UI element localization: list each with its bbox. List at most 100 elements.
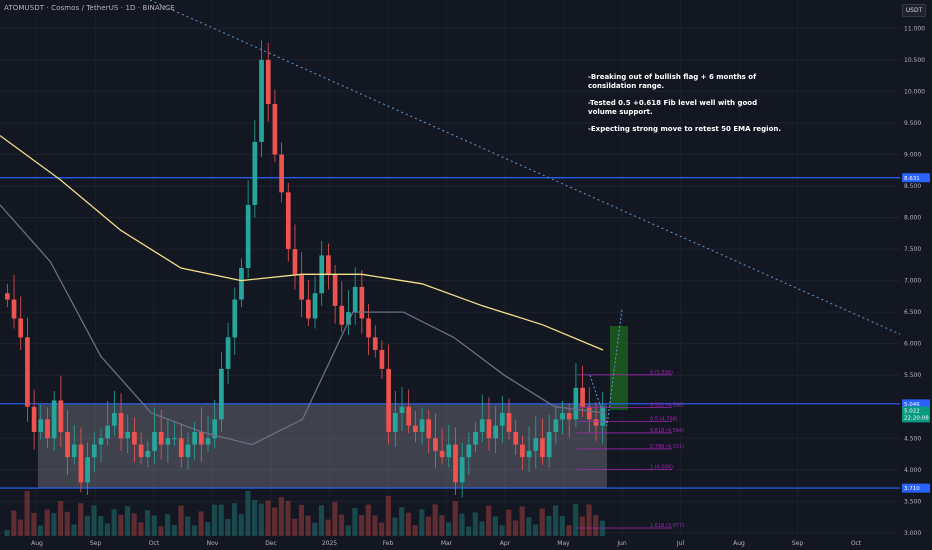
range-bottom-price-label-bg <box>902 483 930 493</box>
candle-body <box>78 444 84 483</box>
y-tick-label: 10.500 <box>904 57 925 64</box>
candle-body <box>413 425 418 432</box>
volume-bar <box>218 504 224 536</box>
candle-body <box>433 438 438 451</box>
volume-bar <box>118 514 124 536</box>
candle-body <box>339 305 345 325</box>
candle-body <box>118 413 124 439</box>
volume-bar <box>546 515 552 536</box>
volume-bar <box>191 525 197 536</box>
volume-bar <box>412 525 418 536</box>
x-tick-label: Mar <box>441 540 453 547</box>
volume-bar <box>385 496 391 536</box>
candle-body <box>520 444 525 458</box>
candle-body <box>245 204 251 268</box>
x-tick-label: Aug <box>733 540 745 547</box>
candle-body <box>406 406 412 426</box>
volume-bar <box>11 510 17 536</box>
volume-bar <box>31 512 37 536</box>
volume-bar <box>231 503 238 536</box>
candle-body <box>152 431 157 451</box>
y-tick-label: 10.000 <box>904 88 925 95</box>
candle-body <box>399 406 405 414</box>
candle-body <box>31 406 37 432</box>
candle-body <box>593 419 599 426</box>
volume-bar <box>519 506 525 536</box>
fib-level-label: 1 (4.006) <box>650 464 673 470</box>
candle-body <box>326 255 331 275</box>
x-tick-label: Sep <box>90 540 102 547</box>
candle-body <box>553 419 559 432</box>
y-tick-label: 9.000 <box>904 151 921 158</box>
volume-bar <box>419 509 425 536</box>
candle-body <box>11 299 17 319</box>
candle-body <box>105 425 111 439</box>
candle-body <box>98 438 104 445</box>
candle-body <box>232 299 238 338</box>
candle-body <box>479 419 485 432</box>
candle-body <box>112 413 117 426</box>
volume-bar <box>272 507 278 536</box>
volume-bar <box>345 525 351 536</box>
currency-badge[interactable]: USDT <box>902 4 926 17</box>
y-tick-label: 8.000 <box>904 215 921 222</box>
volume-bar <box>104 523 111 536</box>
projected-path <box>589 308 623 426</box>
volume-bar <box>459 513 465 536</box>
candle-body <box>198 431 204 445</box>
volume-bar <box>499 525 505 536</box>
volume-bar <box>425 516 432 536</box>
x-tick-label: Jul <box>676 540 685 547</box>
candle-body <box>272 104 278 155</box>
volume-bar <box>44 509 50 536</box>
fib-level-label: 0.618 (4.584) <box>650 428 684 434</box>
volume-bar <box>338 514 345 536</box>
candle-body <box>91 444 97 458</box>
volume-bar <box>158 526 164 536</box>
candle-body <box>71 444 77 458</box>
volume-bar <box>492 516 498 536</box>
volume-bar <box>225 519 231 536</box>
candle-body <box>58 400 64 432</box>
resistance-price-label: 8.631 <box>904 176 920 182</box>
volume-bar <box>124 506 131 536</box>
volume-bar <box>392 517 398 536</box>
candle-body <box>359 286 365 319</box>
volume-bar <box>51 513 57 536</box>
volume-bar <box>566 525 572 536</box>
volume-bar <box>4 530 10 536</box>
volume-bar <box>131 513 137 536</box>
symbol-title[interactable]: ATOMUSDT · Cosmos / TetherUS · 1D · BINA… <box>4 4 175 12</box>
candle-body <box>85 457 90 483</box>
candle-body <box>392 413 398 432</box>
volume-bar <box>78 503 84 536</box>
descending-trendline <box>149 0 901 335</box>
volume-bar <box>205 522 211 536</box>
volume-bar <box>318 505 325 536</box>
volume-bar <box>144 510 151 536</box>
candle-body <box>540 438 545 458</box>
fib-level-label: 0.382 (4.988) <box>650 402 684 408</box>
y-tick-label: 8.500 <box>904 183 921 190</box>
volume-bar <box>185 516 191 536</box>
volume-bar <box>379 522 385 536</box>
fib-level-label: 1.618 (3.077) <box>650 523 684 529</box>
candle-body <box>185 444 191 458</box>
volume-bar <box>171 525 177 536</box>
candle-body <box>45 419 50 439</box>
volume-bar <box>58 501 64 536</box>
volume-bar <box>258 503 264 536</box>
volume-bar <box>486 505 492 536</box>
volume-bar <box>238 514 244 536</box>
volume-bar <box>539 508 545 536</box>
last-price-label: 5.022 <box>904 408 920 414</box>
x-tick-label: Aug <box>31 540 43 547</box>
resistance-price-label-bg <box>902 173 930 183</box>
candle-body <box>5 293 10 300</box>
volume-bar <box>305 515 311 536</box>
candle-body <box>306 299 311 319</box>
candle-body <box>600 406 605 426</box>
volume-bar <box>91 505 97 536</box>
